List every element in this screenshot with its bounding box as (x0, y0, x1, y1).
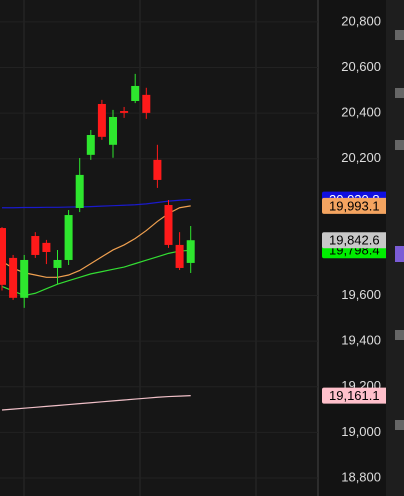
y-tick-label: 20,800 (341, 13, 381, 28)
toolbar-icon[interactable] (395, 330, 404, 340)
axis-layer: 18,80019,00019,20019,40019,60020,20020,4… (322, 13, 392, 484)
price-label-box (322, 232, 392, 249)
y-tick-label: 20,600 (341, 59, 381, 74)
toolbar-icon[interactable] (395, 88, 404, 98)
toolbar-icon[interactable] (395, 246, 404, 262)
plot-background (0, 0, 318, 496)
candle-body (153, 159, 162, 180)
y-tick-label: 19,000 (341, 424, 381, 439)
candle-body (31, 236, 40, 255)
moving-average-line (1, 205, 191, 278)
price-label-box (322, 387, 392, 404)
candle-body (9, 257, 18, 298)
candle-body (97, 103, 106, 137)
candle-body (64, 215, 73, 260)
plot-area (0, 21, 318, 479)
y-tick-label: 18,800 (341, 469, 381, 484)
moving-average-line (1, 395, 191, 411)
price-label-box (322, 197, 392, 214)
candle-body (142, 94, 151, 113)
price-label: 19,842.6 (329, 233, 380, 248)
candle-body (120, 111, 129, 113)
candle-body (164, 205, 173, 245)
candle-body (53, 259, 62, 268)
candle-body (75, 174, 84, 208)
y-tick-label: 20,200 (341, 150, 381, 165)
y-tick-label: 19,600 (341, 287, 381, 302)
candle-body (131, 85, 140, 102)
y-tick-label: 19,400 (341, 333, 381, 348)
y-tick-label: 20,400 (341, 105, 381, 120)
toolbar-icon[interactable] (395, 420, 404, 430)
candle-body (186, 240, 195, 263)
price-label: 19,161.1 (329, 388, 380, 403)
toolbar (386, 0, 404, 496)
candle-body (20, 259, 29, 298)
candle-body (109, 116, 117, 145)
candle-body (86, 135, 95, 155)
price-label: 19,993.1 (329, 198, 380, 213)
toolbar-icon[interactable] (395, 30, 404, 40)
toolbar-icon[interactable] (395, 140, 404, 150)
candle-body (175, 244, 184, 268)
moving-average-line (2, 198, 191, 209)
moving-average-line (1, 249, 191, 297)
candle-body (0, 228, 6, 285)
candle-body (42, 242, 51, 252)
